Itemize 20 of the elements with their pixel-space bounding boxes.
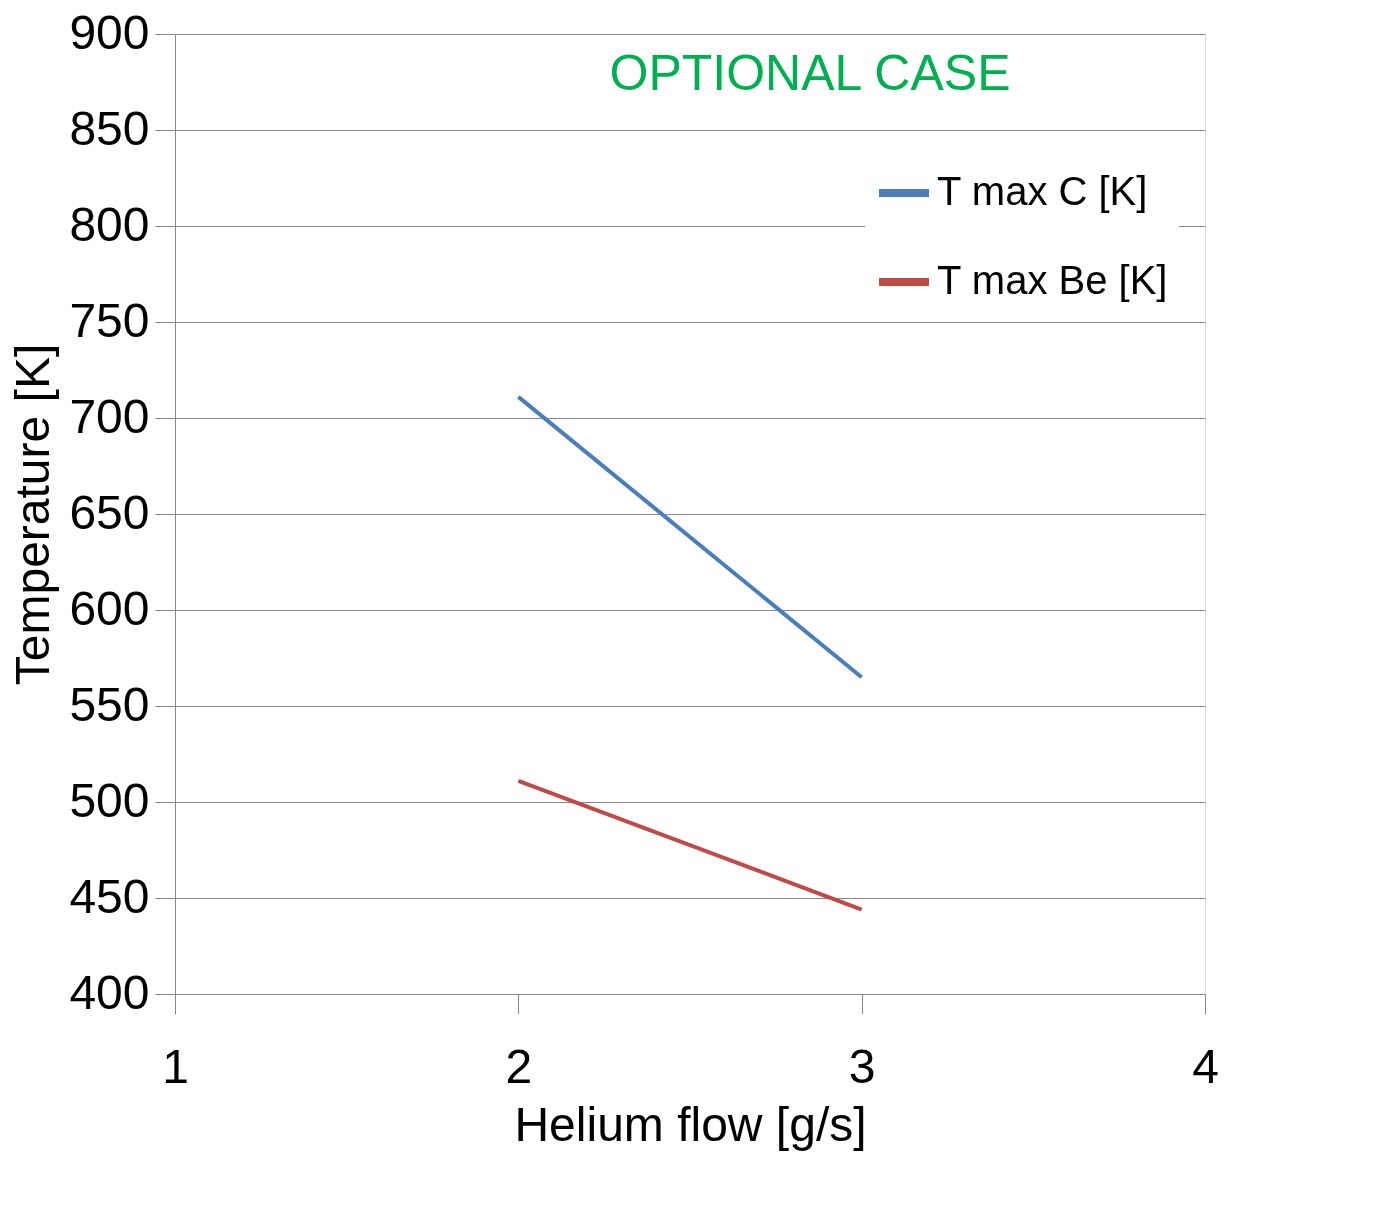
- y-tick-label: 850: [69, 101, 150, 155]
- chart-title: OPTIONAL CASE: [609, 45, 1011, 101]
- x-tick-label: 4: [1192, 1039, 1219, 1093]
- y-tick-label: 500: [69, 773, 150, 827]
- y-tick-label: 550: [69, 677, 150, 731]
- y-axis-title: Temperature [K]: [6, 343, 60, 686]
- x-axis-title: Helium flow [g/s]: [514, 1097, 867, 1151]
- y-tick-label: 900: [69, 5, 150, 59]
- legend-label: T max C [K]: [937, 169, 1148, 213]
- y-tick-label: 400: [69, 965, 150, 1019]
- y-tick-label: 650: [69, 485, 150, 539]
- y-tick-label: 700: [69, 389, 150, 443]
- legend-label: T max Be [K]: [937, 258, 1168, 302]
- y-tick-label: 800: [69, 197, 150, 251]
- x-tick-label: 3: [848, 1039, 876, 1093]
- y-tick-label: 750: [69, 293, 150, 347]
- x-tick-label: 1: [162, 1039, 189, 1093]
- y-tick-label: 600: [69, 581, 150, 635]
- x-tick-label: 2: [505, 1039, 533, 1093]
- y-tick-label: 450: [69, 869, 150, 923]
